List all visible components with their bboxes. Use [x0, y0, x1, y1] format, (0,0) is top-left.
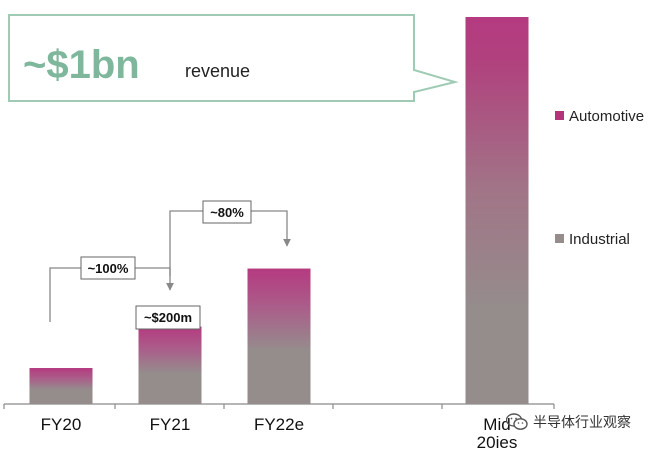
growth-label-80: ~80% — [210, 205, 244, 220]
x-tick-label: Mid 20ies — [477, 415, 518, 452]
legend-swatch-industrial — [555, 234, 564, 243]
growth-label-100: ~100% — [88, 261, 129, 276]
bar-fy22e — [247, 268, 311, 404]
x-tick-label: FY21 — [150, 415, 191, 434]
watermark: 半导体行业观察 — [506, 412, 631, 432]
revenue-callout-box — [8, 14, 459, 102]
legend-swatch-automotive — [555, 111, 564, 120]
fy21-value-label-box — [135, 305, 201, 330]
bar-fy20 — [29, 368, 93, 404]
watermark-text: 半导体行业观察 — [533, 415, 631, 431]
bar-fy21 — [138, 326, 202, 404]
x-axis-labels: FY20 FY21 FY22e Mid 20ies — [41, 415, 518, 452]
x-tick-label: FY20 — [41, 415, 82, 434]
legend-label-industrial: Industrial — [569, 231, 630, 248]
bar-mid-20ies — [465, 17, 529, 404]
x-tick-label: FY22e — [254, 415, 304, 434]
growth-label-box-80 — [202, 200, 252, 224]
fy21-value-label: ~$200m — [144, 310, 192, 325]
bar-layer — [29, 17, 529, 404]
x-axis-ticks — [3, 404, 555, 409]
revenue-callout-caption: revenue — [185, 61, 250, 81]
wechat-icon — [506, 413, 528, 430]
growth-label-box-100 — [80, 256, 136, 280]
legend-label-automotive: Automotive — [569, 108, 644, 125]
legend: Automotive Industrial — [555, 108, 644, 248]
revenue-callout-value: ~$1bn — [23, 43, 140, 87]
